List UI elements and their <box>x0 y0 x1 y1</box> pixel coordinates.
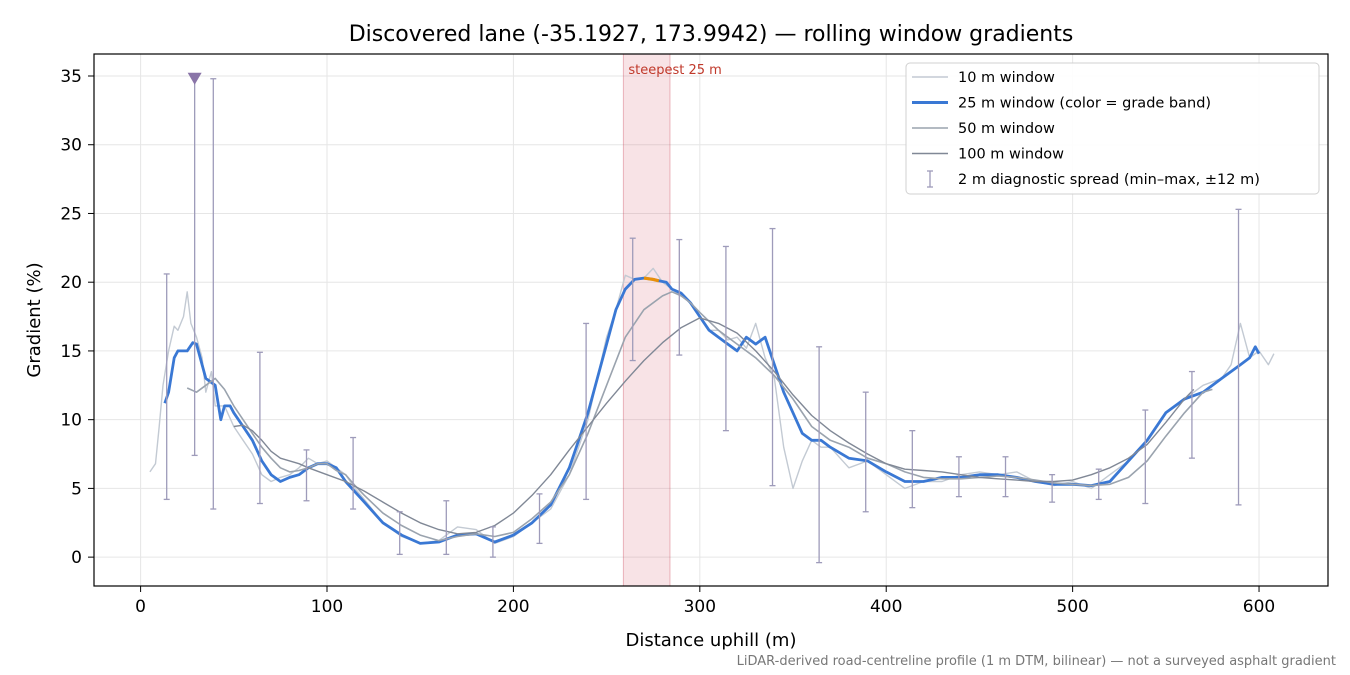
x-tick-label: 600 <box>1243 597 1275 617</box>
peak-triangle-icon <box>187 72 202 85</box>
x-tick-label: 200 <box>497 597 529 617</box>
legend-box <box>905 62 1320 195</box>
legend: 10 m window 25 m window (color = grade ba… <box>905 62 1320 195</box>
y-tick-label: 5 <box>71 479 82 499</box>
legend-label: 50 m window <box>958 121 1055 137</box>
series-line-0 <box>149 267 1275 545</box>
x-axis-label: Distance uphill (m) <box>626 630 797 651</box>
steepest-band <box>622 53 671 587</box>
legend-label: 100 m window <box>958 147 1064 163</box>
series-line-2 <box>186 291 1213 542</box>
y-tick-label: 10 <box>60 411 82 431</box>
legend-label: 10 m window <box>958 70 1055 86</box>
series-line-3 <box>233 317 1195 535</box>
diagnostic-errorbars <box>163 78 1242 564</box>
peak-marker <box>187 72 202 85</box>
x-tick-label: 0 <box>135 597 146 617</box>
chart-title: Discovered lane (-35.1927, 173.9942) — r… <box>349 22 1074 47</box>
y-tick-label: 20 <box>60 273 82 293</box>
x-tick-label: 500 <box>1056 597 1088 617</box>
x-tick-label: 100 <box>311 597 343 617</box>
steepest-label: steepest 25 m <box>628 63 721 78</box>
x-axis-ticks: 0 100 200 300 400 500 600 <box>135 586 1275 617</box>
y-axis-ticks: 0 5 10 15 20 25 30 35 <box>60 67 94 568</box>
series-highlight <box>643 276 660 283</box>
y-tick-label: 0 <box>71 548 82 568</box>
y-axis-label: Gradient (%) <box>24 262 45 377</box>
footnote: LiDAR-derived road-centreline profile (1… <box>737 654 1336 669</box>
series-lines <box>149 267 1275 545</box>
plot-frame <box>93 53 1329 587</box>
y-tick-label: 35 <box>60 67 82 87</box>
series-line-1 <box>163 276 1261 545</box>
y-tick-label: 25 <box>60 204 82 224</box>
y-tick-label: 15 <box>60 342 82 362</box>
steepest-segment-annotation: steepest 25 m <box>622 53 722 587</box>
x-tick-label: 400 <box>870 597 902 617</box>
legend-label: 2 m diagnostic spread (min–max, ±12 m) <box>958 172 1260 188</box>
legend-label: 25 m window (color = grade band) <box>958 96 1211 112</box>
y-tick-label: 30 <box>60 136 82 156</box>
x-tick-label: 300 <box>684 597 716 617</box>
